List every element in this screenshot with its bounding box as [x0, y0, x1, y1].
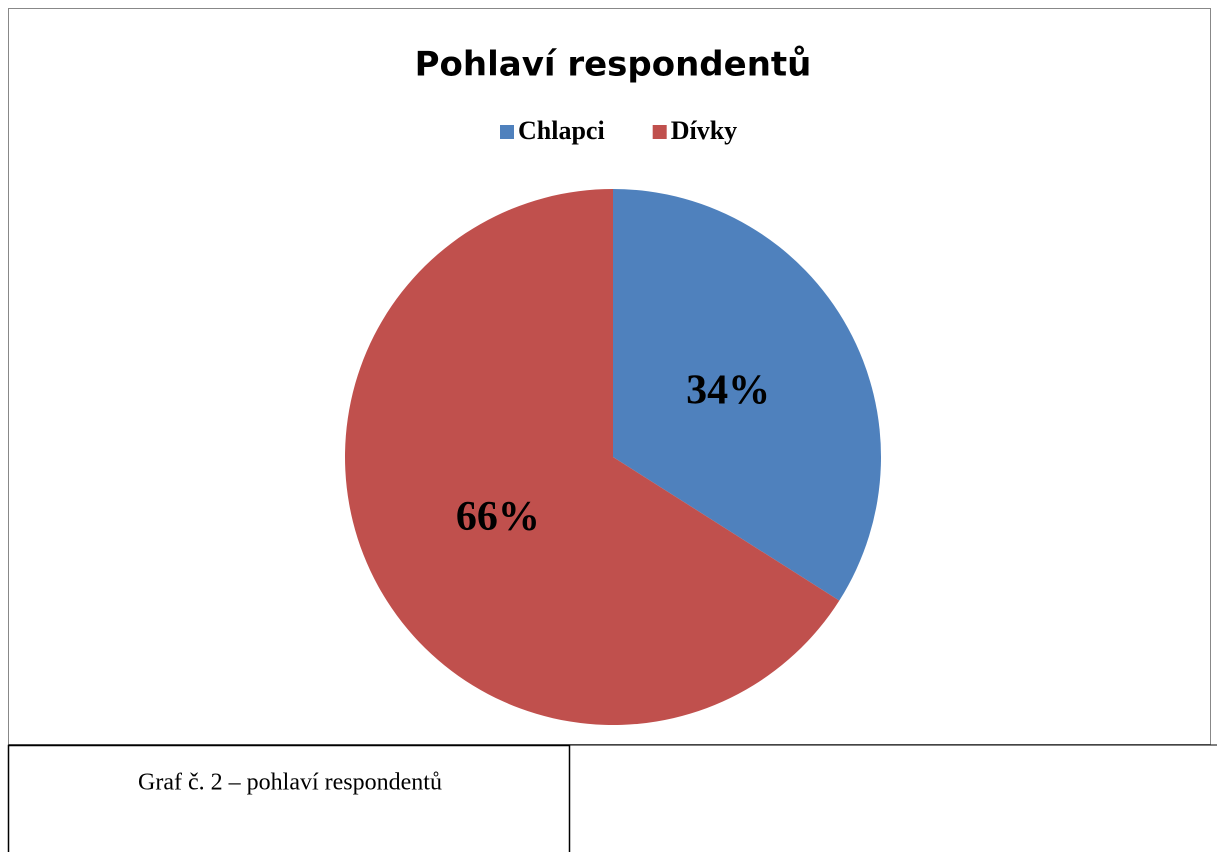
legend-swatch — [652, 125, 667, 139]
data-label: 34% — [686, 367, 770, 413]
pie-slice — [344, 189, 840, 725]
caption: Graf č. 2 – pohlaví respondentů — [138, 770, 442, 796]
legend-swatch — [500, 125, 514, 139]
legend-label: Dívky — [671, 116, 737, 145]
caption-box — [7, 744, 571, 852]
pie-slice — [613, 189, 881, 601]
legend-label: Chlapci — [518, 116, 605, 145]
data-label: 66% — [456, 494, 540, 540]
chart-title: Pohlaví respondentů — [415, 45, 812, 85]
